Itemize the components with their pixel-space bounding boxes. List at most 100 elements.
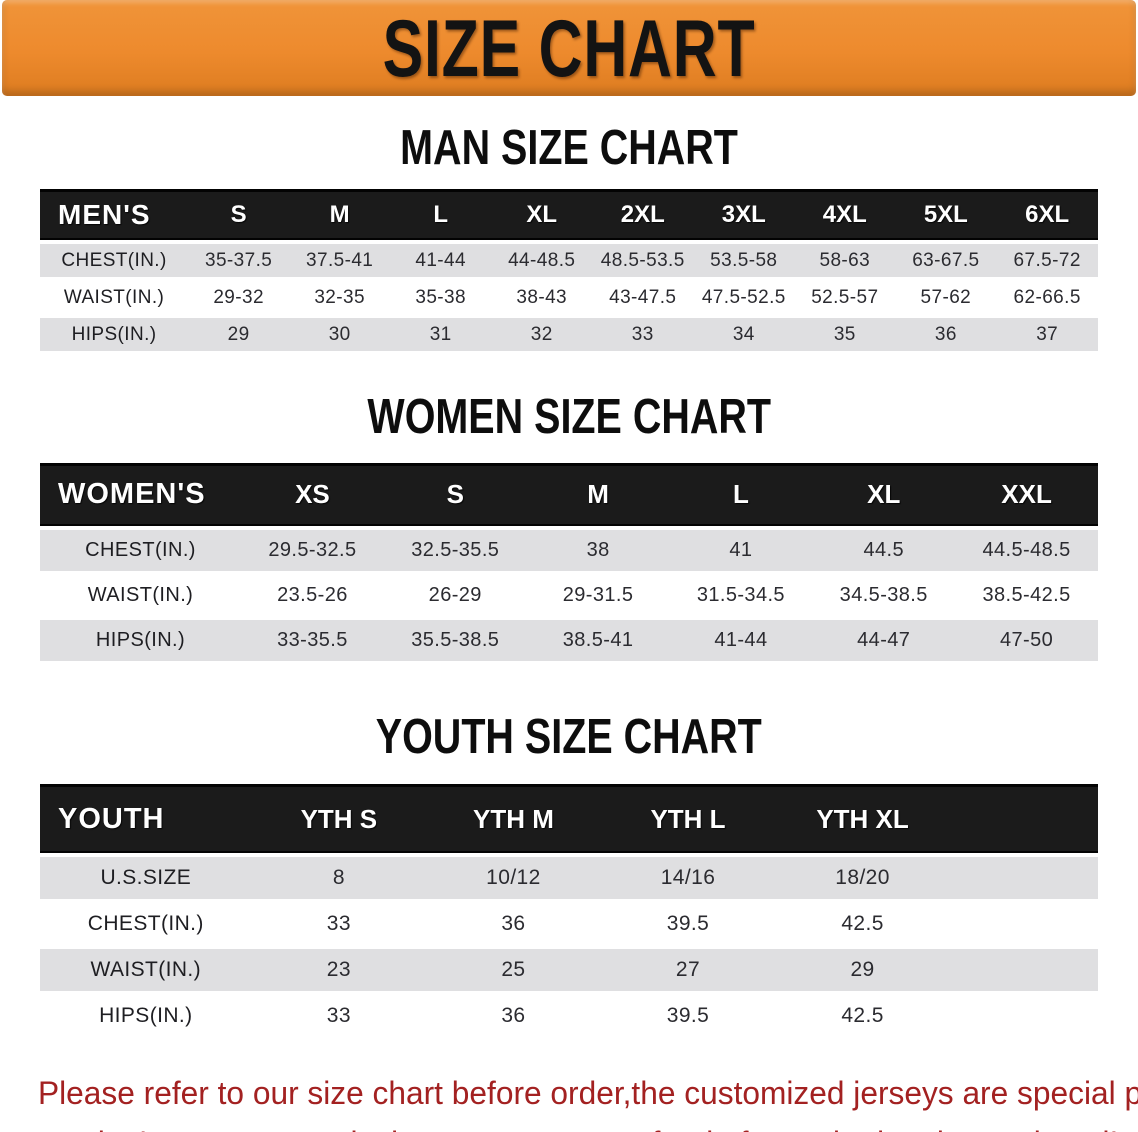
size-value: 14/16 bbox=[600, 857, 776, 900]
size-value: 36 bbox=[426, 995, 601, 1038]
column-header: YTH XL bbox=[775, 784, 950, 854]
size-value: 39.5 bbox=[600, 995, 776, 1038]
size-value: 35-38 bbox=[390, 281, 492, 315]
youth-table-body: U.S.SIZE 8 10/12 14/16 18/20 CHEST(IN.) 33 36 39… bbox=[40, 857, 1098, 1038]
youth-size-section: YOUTH SIZE CHART YOUTH YTH S YTH M YTH L YT… bbox=[0, 709, 1138, 1041]
table-row: HIPS(IN.) 33-35.5 35.5-38.5 38.5-41 41-44 44-… bbox=[40, 619, 1098, 661]
size-value: 30 bbox=[289, 318, 391, 352]
column-header: S bbox=[188, 189, 290, 241]
mens-table-title-cell: MEN'S bbox=[40, 189, 189, 241]
table-row: U.S.SIZE 8 10/12 14/16 18/20 bbox=[40, 857, 1098, 900]
size-value: 29-31.5 bbox=[526, 574, 670, 616]
size-value: 42.5 bbox=[775, 995, 950, 1038]
column-header: L bbox=[669, 462, 813, 526]
row-label: U.S.SIZE bbox=[40, 857, 252, 900]
size-value: 58-63 bbox=[794, 244, 896, 278]
size-value: 8 bbox=[251, 857, 427, 900]
column-header: S bbox=[383, 462, 527, 526]
men-section-heading-text: MAN SIZE CHART bbox=[400, 118, 738, 175]
size-value: 39.5 bbox=[600, 903, 776, 946]
women-size-section: WOMEN SIZE CHART WOMEN'S XS S M L XL XXL CHES… bbox=[0, 388, 1138, 665]
size-value: 37 bbox=[996, 318, 1098, 352]
size-value: 44-47 bbox=[812, 619, 956, 661]
mens-table-body: CHEST(IN.) 35-37.5 37.5-41 41-44 44-48.5 48.5… bbox=[40, 244, 1098, 352]
size-value: 33 bbox=[251, 995, 427, 1038]
size-value: 41-44 bbox=[669, 619, 813, 661]
women-section-heading-text: WOMEN SIZE CHART bbox=[367, 388, 771, 444]
spacer-cell bbox=[949, 995, 1098, 1038]
size-value: 36 bbox=[426, 903, 601, 946]
size-value: 41-44 bbox=[390, 244, 492, 278]
women-section-heading: WOMEN SIZE CHART bbox=[0, 388, 1138, 444]
notice-line-2: we don't accept cancel, change, teturn o… bbox=[38, 1119, 1118, 1132]
table-row: WAIST(IN.) 29-32 32-35 35-38 38-43 43-47.5 47.… bbox=[40, 281, 1098, 315]
table-row: CHEST(IN.) 35-37.5 37.5-41 41-44 44-48.5 48.5… bbox=[40, 244, 1098, 278]
size-chart-banner: SIZE CHART bbox=[2, 0, 1136, 96]
size-value: 33-35.5 bbox=[241, 619, 384, 661]
size-value: 67.5-72 bbox=[996, 244, 1098, 278]
banner-title: SIZE CHART bbox=[382, 2, 756, 94]
column-header: XXL bbox=[955, 462, 1098, 526]
row-label: WAIST(IN.) bbox=[40, 281, 189, 315]
youth-table-header-row: YOUTH YTH S YTH M YTH L YTH XL bbox=[40, 784, 1098, 854]
size-value: 32-35 bbox=[289, 281, 391, 315]
size-value: 57-62 bbox=[895, 281, 997, 315]
mens-size-table: MEN'S S M L XL 2XL 3XL 4XL 5XL 6XL CHEST(IN.) 35-… bbox=[40, 185, 1098, 355]
row-label: CHEST(IN.) bbox=[40, 529, 242, 571]
size-value: 38-43 bbox=[491, 281, 593, 315]
womens-table-title-cell: WOMEN'S bbox=[40, 462, 242, 526]
column-header: YTH L bbox=[600, 784, 776, 854]
column-header: 2XL bbox=[592, 189, 694, 241]
row-label: WAIST(IN.) bbox=[40, 949, 252, 992]
size-value: 42.5 bbox=[775, 903, 950, 946]
womens-size-table: WOMEN'S XS S M L XL XXL CHEST(IN.) 29.5-32.5 32… bbox=[40, 459, 1098, 665]
size-value: 29 bbox=[775, 949, 950, 992]
column-header: L bbox=[390, 189, 492, 241]
size-value: 47.5-52.5 bbox=[693, 281, 795, 315]
size-value: 29-32 bbox=[188, 281, 290, 315]
size-value: 63-67.5 bbox=[895, 244, 997, 278]
size-value: 32.5-35.5 bbox=[383, 529, 527, 571]
column-header: 4XL bbox=[794, 189, 896, 241]
womens-table-header-row: WOMEN'S XS S M L XL XXL bbox=[40, 462, 1098, 526]
size-value: 34 bbox=[693, 318, 795, 352]
size-value: 34.5-38.5 bbox=[812, 574, 956, 616]
spacer-cell bbox=[949, 857, 1098, 900]
size-value: 47-50 bbox=[955, 619, 1098, 661]
size-value: 31.5-34.5 bbox=[669, 574, 813, 616]
table-row: CHEST(IN.) 33 36 39.5 42.5 bbox=[40, 903, 1098, 946]
youth-table-title-cell: YOUTH bbox=[40, 784, 252, 854]
size-value: 44.5-48.5 bbox=[955, 529, 1098, 571]
table-row: HIPS(IN.) 33 36 39.5 42.5 bbox=[40, 995, 1098, 1038]
size-value: 38 bbox=[526, 529, 670, 571]
size-value: 48.5-53.5 bbox=[592, 244, 694, 278]
size-value: 32 bbox=[491, 318, 593, 352]
size-value: 52.5-57 bbox=[794, 281, 896, 315]
column-header: YTH S bbox=[251, 784, 427, 854]
size-value: 38.5-41 bbox=[526, 619, 670, 661]
spacer-cell bbox=[949, 949, 1098, 992]
column-header: XL bbox=[812, 462, 956, 526]
spacer-cell bbox=[949, 784, 1098, 854]
size-value: 33 bbox=[251, 903, 427, 946]
size-value: 18/20 bbox=[775, 857, 950, 900]
notice-line-1: Please refer to our size chart before or… bbox=[38, 1075, 1138, 1112]
column-header: 3XL bbox=[693, 189, 795, 241]
men-section-heading: MAN SIZE CHART bbox=[0, 118, 1138, 175]
size-value: 35 bbox=[794, 318, 896, 352]
size-value: 33 bbox=[592, 318, 694, 352]
size-value: 35-37.5 bbox=[188, 244, 290, 278]
size-value: 29 bbox=[188, 318, 290, 352]
row-label: CHEST(IN.) bbox=[40, 903, 252, 946]
size-value: 44.5 bbox=[812, 529, 956, 571]
table-row: WAIST(IN.) 23.5-26 26-29 29-31.5 31.5-34.5 34… bbox=[40, 574, 1098, 616]
table-row: CHEST(IN.) 29.5-32.5 32.5-35.5 38 41 44.5 44.5… bbox=[40, 529, 1098, 571]
womens-table-body: CHEST(IN.) 29.5-32.5 32.5-35.5 38 41 44.5 44.5… bbox=[40, 529, 1098, 661]
size-value: 10/12 bbox=[426, 857, 601, 900]
column-header: M bbox=[289, 189, 391, 241]
column-header: YTH M bbox=[426, 784, 601, 854]
youth-size-table: YOUTH YTH S YTH M YTH L YTH XL U.S.SIZE 8 10/… bbox=[40, 780, 1098, 1041]
size-value: 35.5-38.5 bbox=[383, 619, 527, 661]
size-value: 53.5-58 bbox=[693, 244, 795, 278]
size-value: 37.5-41 bbox=[289, 244, 391, 278]
